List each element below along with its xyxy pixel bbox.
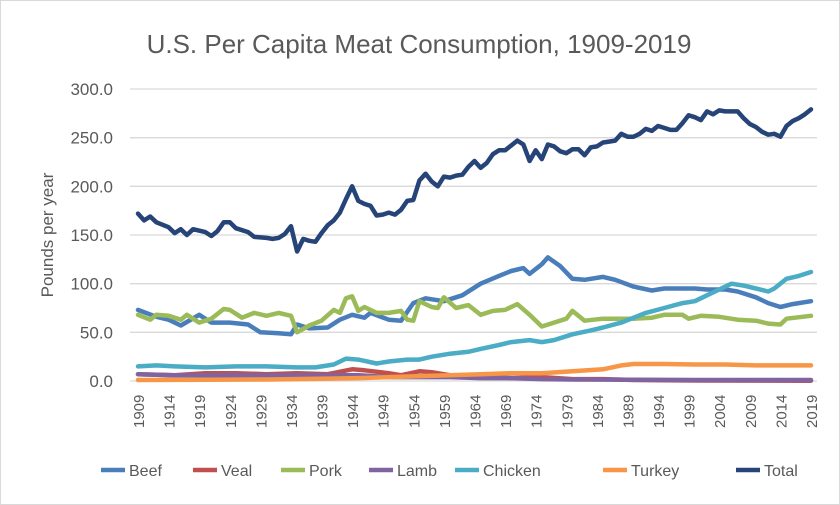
- x-tick-label: 1984: [590, 395, 607, 428]
- x-tick-label: 1979: [559, 395, 576, 428]
- x-tick-label: 1934: [284, 395, 301, 428]
- x-tick-label: 1954: [406, 395, 423, 428]
- x-tick-label: 1969: [498, 395, 515, 428]
- y-tick-label: 150.0: [70, 226, 113, 245]
- x-tick-label: 1989: [620, 395, 637, 428]
- y-tick-label: 200.0: [70, 177, 113, 196]
- x-tick-label: 1994: [651, 395, 668, 428]
- series-line-chicken: [135, 269, 814, 370]
- legend-label: Chicken: [483, 463, 541, 480]
- legend-item-veal: Veal: [193, 463, 252, 480]
- legend-item-turkey: Turkey: [603, 463, 679, 480]
- series-line-turkey: [135, 361, 814, 383]
- x-tick-label: 1929: [253, 395, 270, 428]
- legend-label: Veal: [221, 463, 252, 480]
- x-tick-label: 1974: [529, 395, 546, 428]
- x-tick-label: 1964: [468, 395, 485, 428]
- legend-item-beef: Beef: [101, 463, 162, 480]
- x-tick-label: 1939: [315, 395, 332, 428]
- x-tick-label: 1959: [437, 395, 454, 428]
- legend-label: Pork: [309, 463, 343, 480]
- legend-label: Beef: [129, 463, 162, 480]
- legend-label: Turkey: [631, 463, 679, 480]
- legend-label: Total: [764, 463, 798, 480]
- x-tick-label: 1924: [223, 395, 240, 428]
- legend-item-total: Total: [736, 463, 798, 480]
- x-tick-label: 1949: [376, 395, 393, 428]
- legend-item-chicken: Chicken: [455, 463, 541, 480]
- legend-item-pork: Pork: [281, 463, 343, 480]
- y-tick-label: 0.0: [89, 372, 113, 391]
- legend-label: Lamb: [397, 463, 437, 480]
- x-tick-label: 1944: [345, 395, 362, 428]
- x-tick-label: 1909: [131, 395, 148, 428]
- y-tick-label: 100.0: [70, 275, 113, 294]
- series-line-beef: [135, 255, 814, 337]
- x-tick-label: 1999: [682, 395, 699, 428]
- chart-title: U.S. Per Capita Meat Consumption, 1909-2…: [147, 29, 692, 59]
- y-tick-label: 250.0: [70, 129, 113, 148]
- x-tick-label: 1919: [192, 395, 209, 428]
- y-axis-label: Pounds per year: [38, 172, 57, 297]
- x-tick-label: 1914: [162, 395, 179, 428]
- series-line-pork: [135, 294, 814, 335]
- legend-item-lamb: Lamb: [369, 463, 437, 480]
- x-tick-label: 2009: [743, 395, 760, 428]
- x-tick-label: 2014: [773, 395, 790, 428]
- y-tick-label: 300.0: [70, 80, 113, 99]
- x-tick-label: 2004: [712, 395, 729, 428]
- series-line-total: [135, 107, 814, 254]
- y-tick-label: 50.0: [80, 323, 113, 342]
- x-tick-label: 2019: [804, 395, 821, 428]
